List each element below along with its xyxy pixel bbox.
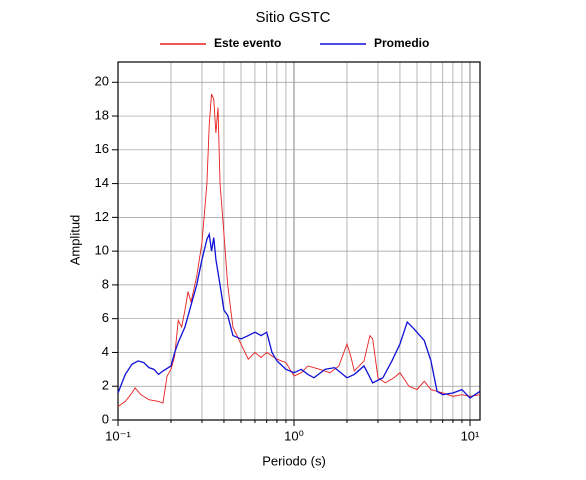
series-line xyxy=(117,93,481,407)
legend-label: Promedio xyxy=(374,36,429,50)
y-tick-label: 8 xyxy=(102,276,109,291)
y-axis-label: Amplitud xyxy=(67,215,82,266)
y-tick-label: 20 xyxy=(95,74,109,89)
y-tick-label: 16 xyxy=(95,141,109,156)
y-tick-label: 4 xyxy=(102,344,109,359)
y-tick-label: 10 xyxy=(95,243,109,258)
y-tick-label: 2 xyxy=(102,378,109,393)
y-tick-label: 14 xyxy=(95,175,109,190)
y-tick-label: 0 xyxy=(102,411,109,426)
x-tick-label: 10¹ xyxy=(461,428,480,443)
x-tick-label: 10⁰ xyxy=(284,428,304,443)
y-tick-label: 12 xyxy=(95,209,109,224)
x-tick-label: 10⁻¹ xyxy=(105,428,131,443)
x-axis-label: Periodo (s) xyxy=(262,453,326,468)
plot-frame xyxy=(117,61,481,421)
series-line xyxy=(117,231,481,399)
legend-label: Este evento xyxy=(214,36,281,50)
chart-title: Sitio GSTC xyxy=(255,9,330,26)
y-tick-label: 6 xyxy=(102,310,109,325)
y-tick-label: 18 xyxy=(95,107,109,122)
